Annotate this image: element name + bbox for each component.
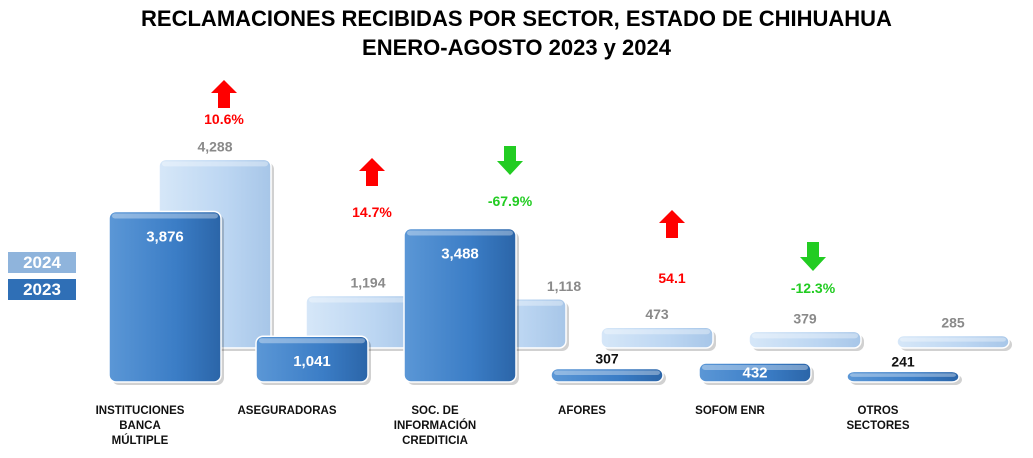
category-label: ASEGURADORAS	[237, 405, 336, 417]
bar-2024-4	[748, 330, 864, 351]
arrow-up-icon	[659, 210, 685, 238]
change-label: -67.9%	[488, 193, 533, 209]
category-label: INSTITUCIONES	[96, 405, 185, 417]
chart-subtitle: ENERO-AGOSTO 2023 y 2024	[362, 35, 671, 60]
value-label-2023: 1,041	[293, 353, 331, 370]
value-label-2024: 473	[645, 306, 669, 322]
legend-2023: 2023	[8, 279, 76, 300]
category-label: SECTORES	[846, 420, 909, 432]
value-label-2024: 4,288	[197, 138, 232, 154]
category-label: SOC. DE	[411, 405, 459, 417]
arrow-up-icon	[211, 80, 237, 108]
value-label-2023: 3,488	[441, 246, 479, 263]
value-label-2023: 432	[742, 364, 767, 381]
value-label-2023: 241	[891, 353, 915, 369]
category-label: CREDITICIA	[402, 435, 468, 447]
value-label-2024: 1,118	[547, 278, 581, 294]
change-label: 14.7%	[352, 204, 392, 220]
value-label-2024: 1,194	[350, 274, 385, 290]
arrow-down-icon	[497, 146, 523, 175]
bar-2024-5	[896, 334, 1012, 351]
bar-2023-3	[550, 367, 666, 385]
bar-2023-5	[846, 370, 962, 385]
change-label: 10.6%	[204, 111, 244, 127]
bar-2023-4	[698, 362, 814, 385]
arrow-down-icon	[800, 242, 826, 271]
value-label-2023: 3,876	[146, 228, 184, 245]
legend-2024: 2024	[8, 252, 76, 273]
arrow-up-icon	[359, 158, 385, 186]
value-label-2023: 307	[595, 350, 619, 366]
value-label-2024: 285	[941, 314, 965, 330]
category-label: OTROS	[858, 405, 899, 417]
category-label: MÚLTIPLE	[112, 434, 169, 447]
value-label-2024: 379	[793, 310, 817, 326]
category-label: INFORMACIÓN	[394, 419, 476, 432]
category-label: BANCA	[119, 420, 161, 432]
category-label: AFORES	[558, 405, 606, 417]
bar-2023-0	[108, 210, 224, 385]
category-label: SOFOM ENR	[695, 405, 765, 417]
bar-2023-1	[255, 335, 371, 385]
bar-2024-3	[600, 326, 716, 351]
change-label: -12.3%	[791, 280, 836, 296]
bar-2023-2	[403, 227, 519, 385]
change-label: 54.1	[658, 270, 685, 286]
chart-title: RECLAMACIONES RECIBIDAS POR SECTOR, ESTA…	[141, 6, 892, 31]
